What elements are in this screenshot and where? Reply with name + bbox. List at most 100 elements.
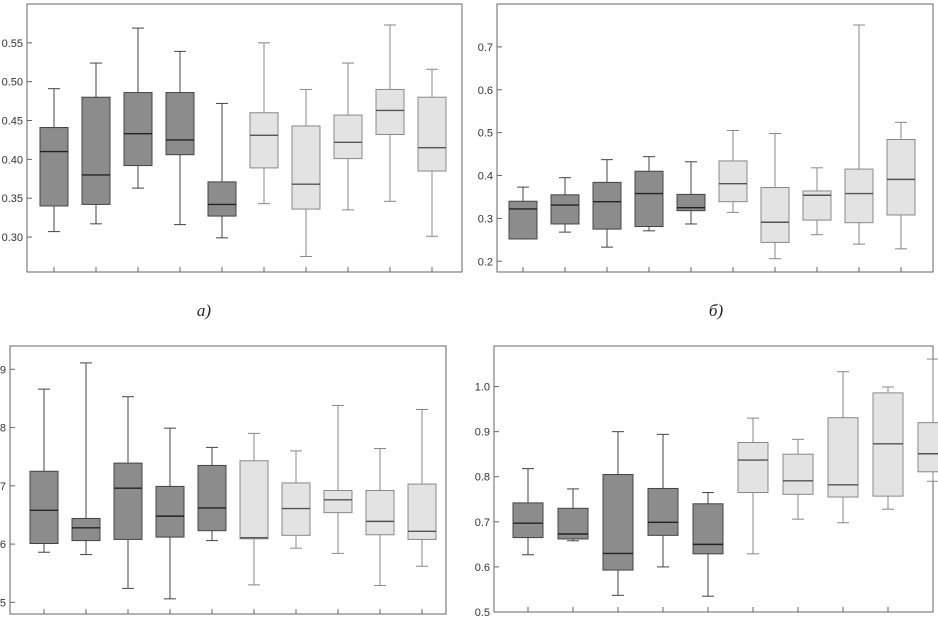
box-2: [81, 62, 111, 225]
box-1: [508, 186, 538, 240]
y-tick-label: 0.45: [2, 116, 23, 128]
y-tick-label: 0.6: [0, 539, 6, 551]
box-7: [291, 88, 321, 257]
box-3: [602, 431, 634, 596]
box-1: [39, 88, 69, 233]
iqr-box: [417, 96, 447, 172]
box-8: [333, 62, 363, 211]
box-4: [165, 50, 195, 226]
box-5: [676, 161, 706, 225]
plot-frame: [9, 345, 447, 615]
y-tick-label: 0.9: [0, 364, 6, 376]
y-tick-label: 0.50: [2, 77, 23, 89]
iqr-box: [782, 453, 814, 495]
iqr-box: [917, 422, 938, 473]
chart-panel-3: 0.5 0.6 0.7 0.8 0.9: [0, 345, 447, 615]
iqr-box: [197, 464, 227, 532]
box-8: [827, 371, 859, 524]
box-4: [647, 433, 679, 568]
box-6: [239, 432, 269, 586]
iqr-box: [155, 485, 185, 538]
iqr-box: [239, 460, 269, 540]
y-tick-label: 0.7: [478, 42, 493, 54]
box-7: [760, 132, 790, 260]
box-8: [323, 404, 353, 554]
y-tick-label: 0.6: [475, 562, 490, 574]
chart-panel-4: 0.5 0.6 0.7 0.8 0.9 1.0: [475, 345, 938, 619]
box-10: [407, 409, 437, 567]
box-3: [592, 159, 622, 248]
iqr-box: [737, 441, 769, 494]
box-10: [886, 121, 916, 250]
box-2: [557, 488, 589, 542]
iqr-box: [323, 489, 353, 514]
iqr-box: [291, 125, 321, 210]
y-tick-label: 0.8: [0, 423, 6, 435]
y-tick-label: 0.5: [0, 597, 6, 609]
iqr-box: [207, 181, 237, 217]
box-9: [375, 24, 405, 202]
iqr-box: [647, 487, 679, 536]
iqr-box: [886, 139, 916, 216]
y-tick-label: 0.6: [478, 85, 493, 97]
box-9: [872, 386, 904, 510]
box-5: [692, 492, 724, 597]
box-1: [29, 388, 59, 553]
box-2: [71, 362, 101, 556]
box-7: [782, 438, 814, 520]
box-5: [207, 102, 237, 239]
plot-frame: [26, 3, 463, 273]
box-4: [634, 156, 664, 232]
iqr-box: [844, 168, 874, 224]
box-10: [917, 358, 938, 482]
iqr-box: [760, 187, 790, 243]
iqr-box: [123, 92, 153, 167]
iqr-box: [113, 462, 143, 540]
y-tick-label: 0.5: [475, 607, 490, 619]
iqr-box: [365, 489, 395, 536]
iqr-box: [512, 502, 544, 539]
box-9: [844, 24, 874, 245]
iqr-box: [407, 483, 437, 540]
box-6: [737, 417, 769, 555]
box-3: [113, 396, 143, 589]
y-tick-label: 0.35: [2, 193, 23, 205]
iqr-box: [718, 160, 748, 203]
y-tick-label: 0.40: [2, 154, 23, 166]
panel-caption: a): [197, 301, 212, 320]
iqr-box: [165, 92, 195, 156]
iqr-box: [676, 193, 706, 212]
y-tick-label: 0.7: [475, 517, 490, 529]
box-6: [249, 42, 279, 205]
plot-frame: [496, 3, 934, 273]
iqr-box: [333, 114, 363, 160]
y-tick-label: 0.5: [478, 128, 493, 140]
panel-caption: б): [709, 301, 724, 320]
box-8: [802, 167, 832, 236]
iqr-box: [249, 112, 279, 169]
y-tick-label: 0.9: [475, 427, 490, 439]
iqr-box: [692, 503, 724, 555]
iqr-box: [592, 181, 622, 230]
box-2: [550, 177, 580, 233]
box-6: [718, 129, 748, 213]
y-tick-label: 0.2: [478, 256, 493, 268]
iqr-box: [827, 417, 859, 498]
iqr-box: [375, 88, 405, 136]
box-4: [155, 427, 185, 600]
y-tick-label: 0.3: [478, 213, 493, 225]
iqr-box: [29, 470, 59, 545]
y-tick-label: 0.8: [475, 472, 490, 484]
box-10: [417, 68, 447, 237]
iqr-box: [81, 96, 111, 205]
box-9: [365, 448, 395, 586]
chart-panel-1: 0.30 0.35 0.40 0.45 0.50 0.55 a): [2, 3, 463, 320]
y-tick-label: 1.0: [475, 382, 490, 394]
y-tick-label: 0.30: [2, 232, 23, 244]
iqr-box: [634, 170, 664, 228]
box-5: [197, 446, 227, 542]
iqr-box: [602, 473, 634, 571]
y-tick-label: 0.7: [0, 481, 6, 493]
y-tick-label: 0.4: [478, 171, 493, 183]
